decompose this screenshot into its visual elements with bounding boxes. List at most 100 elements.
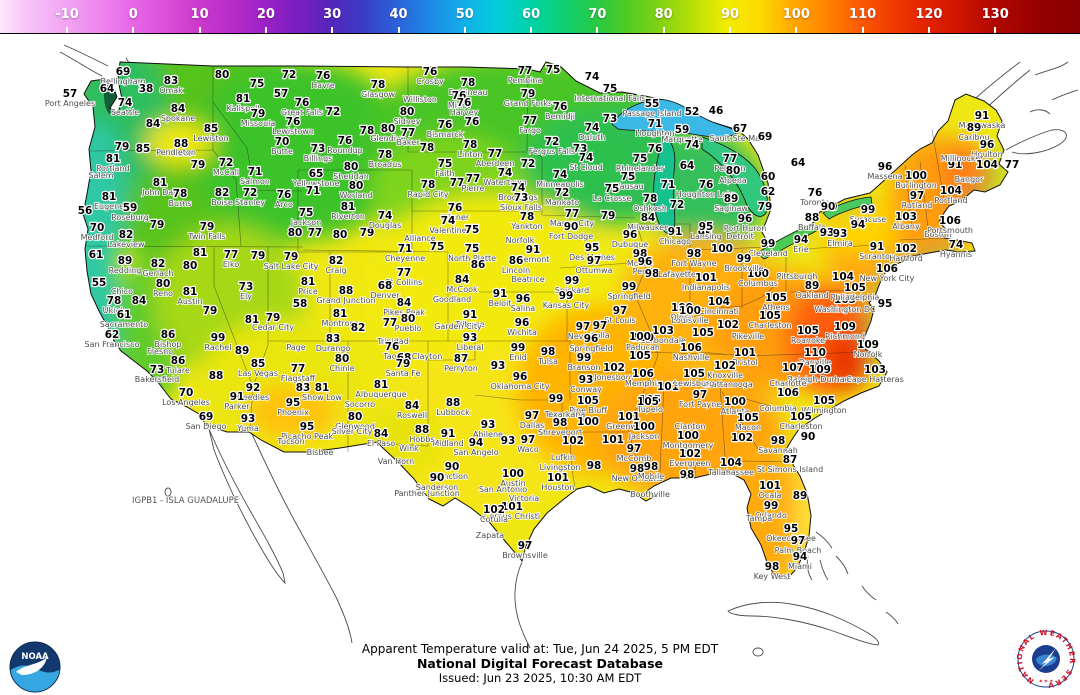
station-value: 89 [724,193,739,205]
station-value: 57 [63,88,78,100]
station-name: Chicago [659,237,691,246]
station-value: 90 [821,201,836,213]
station-name: Zapata [476,531,505,540]
colorbar-tick-label: 110 [849,7,877,22]
station-value: 90 [445,461,460,473]
station-name: Taos [382,352,401,361]
station-value: 68 [397,352,412,364]
station-name: Grand Forks [504,99,552,108]
station-value: 76 [286,116,301,128]
station-name: Lubbock [436,408,470,417]
station-name: Greenwood [606,422,652,431]
station-value: 75 [621,171,636,183]
station-value: 71 [248,166,263,178]
station-name: Fort Dodge [549,232,593,241]
station-value: 95 [699,221,714,233]
station-name: Alliance [404,234,436,243]
station-name: Pellston [714,164,745,173]
station-name: Sanderson [416,483,458,492]
lake-erie [756,222,819,260]
station-name: Springfield [569,344,612,353]
station-value: 93 [241,413,256,425]
station-name: Orlando [755,511,787,520]
station-name: Roundup [327,146,362,155]
station-name: Tulsa [537,357,558,366]
station-value: 70 [275,136,290,148]
station-value: 88 [339,285,354,297]
station-name: Syracuse [850,215,887,224]
colorbar-tick-label: -10 [55,7,79,22]
station-value: 99 [764,500,779,512]
station-name: Liberal [456,343,483,352]
station-name: Lufkin [551,453,575,462]
station-value: 102 [679,448,701,460]
svg-text:* * *: * * * [1039,679,1053,686]
station-value: 95 [784,523,799,535]
station-value: 100 [577,416,599,428]
station-name: San Diego [186,422,227,431]
station-name: Indianapolis [682,283,730,292]
station-value: 77 [450,177,465,189]
station-value: 73 [239,281,254,293]
station-value: 100 [632,332,654,344]
station-name: Bismarck [427,130,464,139]
station-name: Santa Fe [386,369,421,378]
station-name: Goodland [433,295,471,304]
station-name: Mobile [638,472,664,481]
station-name: Ft Collins [386,278,423,287]
station-name: Bristol [732,358,757,367]
station-name: Tampa [745,514,772,523]
station-value: 97 [576,321,591,333]
station-value: 75 [299,207,314,219]
station-name: Port Angeles [45,99,95,108]
station-name: Enid [509,353,526,362]
station-name: Chico [111,287,133,296]
station-name: Okeechobee [766,534,816,543]
station-name: Ottumwa [576,266,613,275]
station-name: Valentine [429,226,466,235]
station-name: Hobbs [409,435,434,444]
station-name: Minot [448,101,470,110]
station-name: Peoria [633,267,658,276]
station-value: 72 [521,158,536,170]
station-value: 96 [738,213,753,225]
station-value: 86 [471,259,486,271]
station-name: Winner [441,213,470,222]
station-value: 91 [441,428,456,440]
station-name: Corpus Christi [484,512,540,521]
station-value: 100 [905,170,927,182]
station-name: Pikeville [732,332,765,341]
station-value: 88 [209,370,224,382]
station-name: Cleveland [748,249,788,258]
noaa-seagull-icon [16,657,47,675]
station-name: Victoria [509,494,539,503]
station-name: Crosby [416,77,444,86]
station-value: 70 [179,387,194,399]
station-value: 77 [224,249,239,261]
station-value: 100 [502,468,524,480]
station-name: Evergreen [670,459,711,468]
station-value: 79 [251,250,266,262]
station-name: Key West [754,572,791,581]
lake-superior [611,99,738,138]
station-value: 89 [235,345,250,357]
station-name: Houghton [635,129,674,138]
station-name: Fresno [147,347,173,356]
station-name: Richmond [825,332,865,341]
station-name: Gerlach [142,269,173,278]
station-name: Jackson [628,432,659,441]
station-name: Palm Beach [775,546,822,555]
station-value: 74 [585,122,600,134]
station-value: 95 [300,421,315,433]
station-value: 97 [518,540,533,552]
station-value: 99 [761,238,776,250]
station-name: Stanley [235,198,265,207]
station-name: Seattle [111,108,139,117]
station-name: Houston [541,483,574,492]
station-value: 99 [511,342,526,354]
station-name: Glasgow [361,90,395,99]
station-name: Columbia [759,404,797,413]
station-value: 80 [156,278,171,290]
station-name: Waco [517,445,539,454]
station-value: 38 [139,83,154,95]
